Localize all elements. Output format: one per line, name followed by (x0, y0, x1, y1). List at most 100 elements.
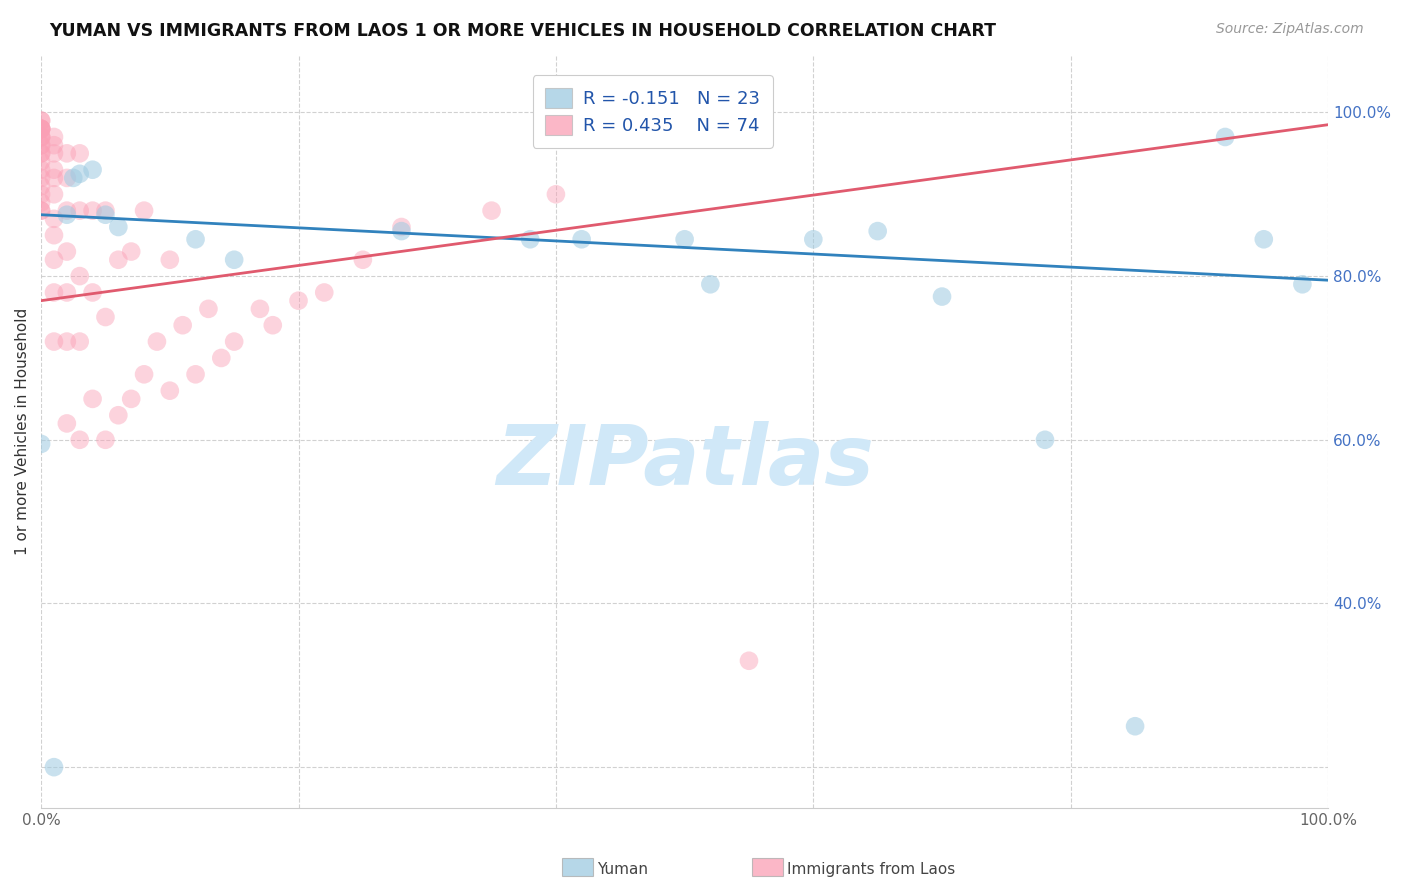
Point (224, 252, 246, 267)
Point (42, 138, 65, 153)
Point (69, 203, 91, 218)
Point (352, 252, 374, 267)
Point (42, 162, 65, 177)
Text: Source: ZipAtlas.com: Source: ZipAtlas.com (1216, 22, 1364, 37)
Point (30, 130, 52, 145)
Point (172, 318, 194, 333)
Point (56, 170, 79, 185)
Point (56, 244, 79, 259)
Point (30, 162, 52, 177)
Point (30, 203, 52, 218)
Text: YUMAN VS IMMIGRANTS FROM LAOS 1 OR MORE VEHICLES IN HOUSEHOLD CORRELATION CHART: YUMAN VS IMMIGRANTS FROM LAOS 1 OR MORE … (49, 22, 997, 40)
Point (30, 121, 52, 136)
Point (82, 162, 104, 177)
Point (262, 318, 284, 333)
Point (571, 232, 593, 246)
Point (30, 179, 52, 194)
Point (30, 121, 52, 136)
Point (209, 351, 232, 365)
Point (699, 277, 721, 292)
Point (544, 187, 567, 202)
Point (69, 146, 91, 161)
Point (184, 232, 207, 246)
Point (82, 285, 104, 300)
Point (107, 252, 129, 267)
Point (132, 368, 155, 382)
Point (30, 121, 52, 136)
Point (184, 368, 207, 382)
Point (69, 334, 91, 349)
Point (30, 130, 52, 145)
Point (30, 113, 52, 128)
Y-axis label: 1 or more Vehicles in Household: 1 or more Vehicles in Household (15, 308, 30, 555)
Point (62, 170, 84, 185)
Point (94, 203, 117, 218)
Point (30, 121, 52, 136)
Point (30, 146, 52, 161)
Text: Yuman: Yuman (598, 863, 648, 877)
Point (1213, 130, 1236, 145)
Point (56, 203, 79, 218)
Point (120, 392, 142, 406)
Point (56, 208, 79, 222)
Point (94, 208, 117, 222)
Point (132, 203, 155, 218)
Point (1291, 277, 1313, 292)
Point (42, 130, 65, 145)
Point (30, 154, 52, 169)
Point (120, 244, 142, 259)
Point (30, 170, 52, 185)
Point (82, 203, 104, 218)
Point (56, 334, 79, 349)
Point (82, 392, 104, 406)
Point (1033, 433, 1056, 447)
Point (107, 409, 129, 423)
Point (56, 146, 79, 161)
Point (42, 211, 65, 226)
Point (42, 252, 65, 267)
Point (30, 138, 52, 153)
Point (30, 195, 52, 210)
Point (1253, 232, 1275, 246)
Point (249, 301, 271, 316)
Point (69, 167, 91, 181)
Point (866, 224, 889, 238)
Point (287, 293, 309, 308)
Point (42, 334, 65, 349)
Point (30, 203, 52, 218)
Point (30, 130, 52, 145)
Point (94, 433, 117, 447)
Point (69, 433, 91, 447)
Point (519, 232, 541, 246)
Point (197, 301, 219, 316)
Point (159, 384, 181, 398)
Point (738, 654, 761, 668)
Point (42, 285, 65, 300)
Point (30, 138, 52, 153)
Point (481, 203, 503, 218)
Point (42, 170, 65, 185)
Point (159, 252, 181, 267)
Point (391, 219, 413, 234)
Point (69, 269, 91, 284)
Point (56, 285, 79, 300)
Point (107, 219, 129, 234)
Point (673, 232, 696, 246)
Point (42, 760, 65, 774)
Point (94, 310, 117, 324)
Point (801, 232, 824, 246)
Point (931, 289, 953, 303)
Point (42, 228, 65, 243)
Legend: R = -0.151   N = 23, R = 0.435    N = 74: R = -0.151 N = 23, R = 0.435 N = 74 (533, 76, 773, 148)
Point (146, 334, 169, 349)
Point (42, 187, 65, 202)
Point (224, 334, 246, 349)
Point (56, 417, 79, 431)
Point (314, 285, 336, 300)
Point (1123, 719, 1146, 733)
Point (30, 113, 52, 128)
Point (30, 187, 52, 202)
Text: Immigrants from Laos: Immigrants from Laos (787, 863, 956, 877)
Point (391, 224, 413, 238)
Point (30, 121, 52, 136)
